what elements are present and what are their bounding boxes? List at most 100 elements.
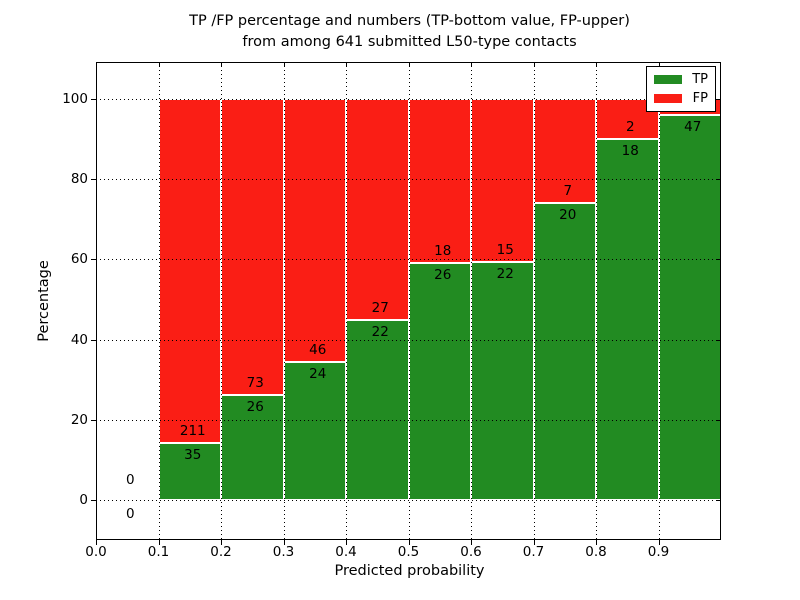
bar-label-tp: 26 [246,398,264,415]
bar-label-tp: 35 [184,446,202,463]
x-tick [471,540,472,545]
bar-label-fp: 46 [309,342,327,359]
x-gridline [346,62,347,540]
y-tick [91,179,96,181]
bar-segment-fp [471,99,534,262]
bar-segment-fp [283,99,346,363]
x-tick-top [408,62,410,66]
x-tick [283,540,285,545]
x-tick [96,540,97,545]
bar-label-fp: 18 [434,243,452,260]
bar-segment-tp [533,202,596,500]
x-tick [158,540,160,545]
y-gridline [96,419,721,421]
bar-label-fp: 15 [496,241,514,258]
bar-label-tp: 0 [125,506,135,522]
x-tick-label: 0.7 [522,544,545,560]
x-tick-label: 0.6 [460,544,482,560]
x-tick [346,540,347,545]
bar-segment-tp [471,261,534,500]
legend: TP FP [646,66,716,112]
bar-segment-tp [346,319,409,500]
legend-label: TP [692,71,708,87]
x-axis-label: Predicted probability [334,563,485,579]
x-gridline [283,62,285,540]
bar-label-tp: 22 [496,265,514,282]
y-gridline [96,179,721,181]
y-tick-right [717,419,721,421]
chart-title-line2: from among 641 submitted L50-type contac… [242,34,577,50]
y-tick [91,419,96,421]
y-tick [91,259,96,261]
x-tick-top [346,62,347,66]
bar-segment-fp [158,99,221,443]
y-axis-label: Percentage [36,260,52,342]
y-tick-right [717,500,721,501]
x-gridline [596,62,597,540]
y-gridline [96,259,721,261]
y-gridline [96,99,721,100]
y-tick [91,99,96,100]
y-tick-right [717,339,721,341]
x-tick-top [96,62,97,66]
bar-label-tp: 24 [309,366,327,383]
x-gridline [471,62,472,540]
bar-label-fp: 211 [179,422,206,439]
x-tick-top [283,62,285,66]
bar-segment-fp [408,99,471,264]
x-gridline [221,62,222,540]
x-tick [533,540,535,545]
legend-swatch-tp [654,75,682,84]
bar-segment-tp [158,442,221,500]
bar-segment-tp [221,394,284,500]
legend-item-tp: TP [654,71,708,87]
x-tick-top [596,62,597,66]
x-tick-top [533,62,535,66]
y-tick-right [717,259,721,261]
x-gridline [533,62,535,540]
legend-swatch-fp [654,94,682,103]
x-tick [408,540,410,545]
y-tick-right [717,179,721,181]
x-tick [221,540,222,545]
x-tick-label: 0.0 [85,544,107,560]
bar-segment-fp [346,99,409,320]
y-tick-label: 40 [70,331,88,348]
x-gridline [658,62,660,540]
y-tick [91,500,96,501]
bar-segment-fp [221,99,284,395]
bar-segment-tp [596,139,659,500]
x-tick-label: 0.3 [272,544,295,560]
x-tick-label: 0.4 [335,544,357,560]
bar-label-tp: 18 [621,143,639,160]
x-tick [658,540,660,545]
x-tick-label: 0.9 [647,544,670,560]
x-tick-top [221,62,222,66]
x-tick-label: 0.8 [585,544,607,560]
bar-label-fp: 2 [625,119,635,136]
bar-segment-tp [658,115,721,500]
bar-segment-tp [408,263,471,500]
y-tick-label: 80 [70,171,88,188]
x-tick-top [158,62,160,66]
y-tick [91,339,96,341]
legend-label: FP [692,90,708,106]
y-gridline [96,339,721,341]
chart-title: TP /FP percentage and numbers (TP-bottom… [97,11,722,53]
x-tick-label: 0.2 [210,544,232,560]
y-gridline [96,500,721,501]
bar-label-tp: 47 [684,119,702,136]
bar-label-tp: 26 [434,267,452,284]
y-tick-label: 0 [79,492,88,508]
y-tick-label: 60 [70,251,88,268]
bar-label-fp: 0 [125,472,135,488]
plot-area: 0 0 211 35 73 26 46 24 27 22 18 26 15 22 7 20 2 18 47 0.0 0.… [62,62,721,560]
y-tick-right [717,99,721,100]
x-tick-label: 0.5 [397,544,420,560]
chart-title-line1: TP /FP percentage and numbers (TP-bottom… [189,13,630,29]
bar-label-tp: 20 [559,206,577,223]
bar-label-fp: 73 [246,374,264,391]
x-gridline [408,62,410,540]
y-tick-label: 100 [62,91,88,107]
